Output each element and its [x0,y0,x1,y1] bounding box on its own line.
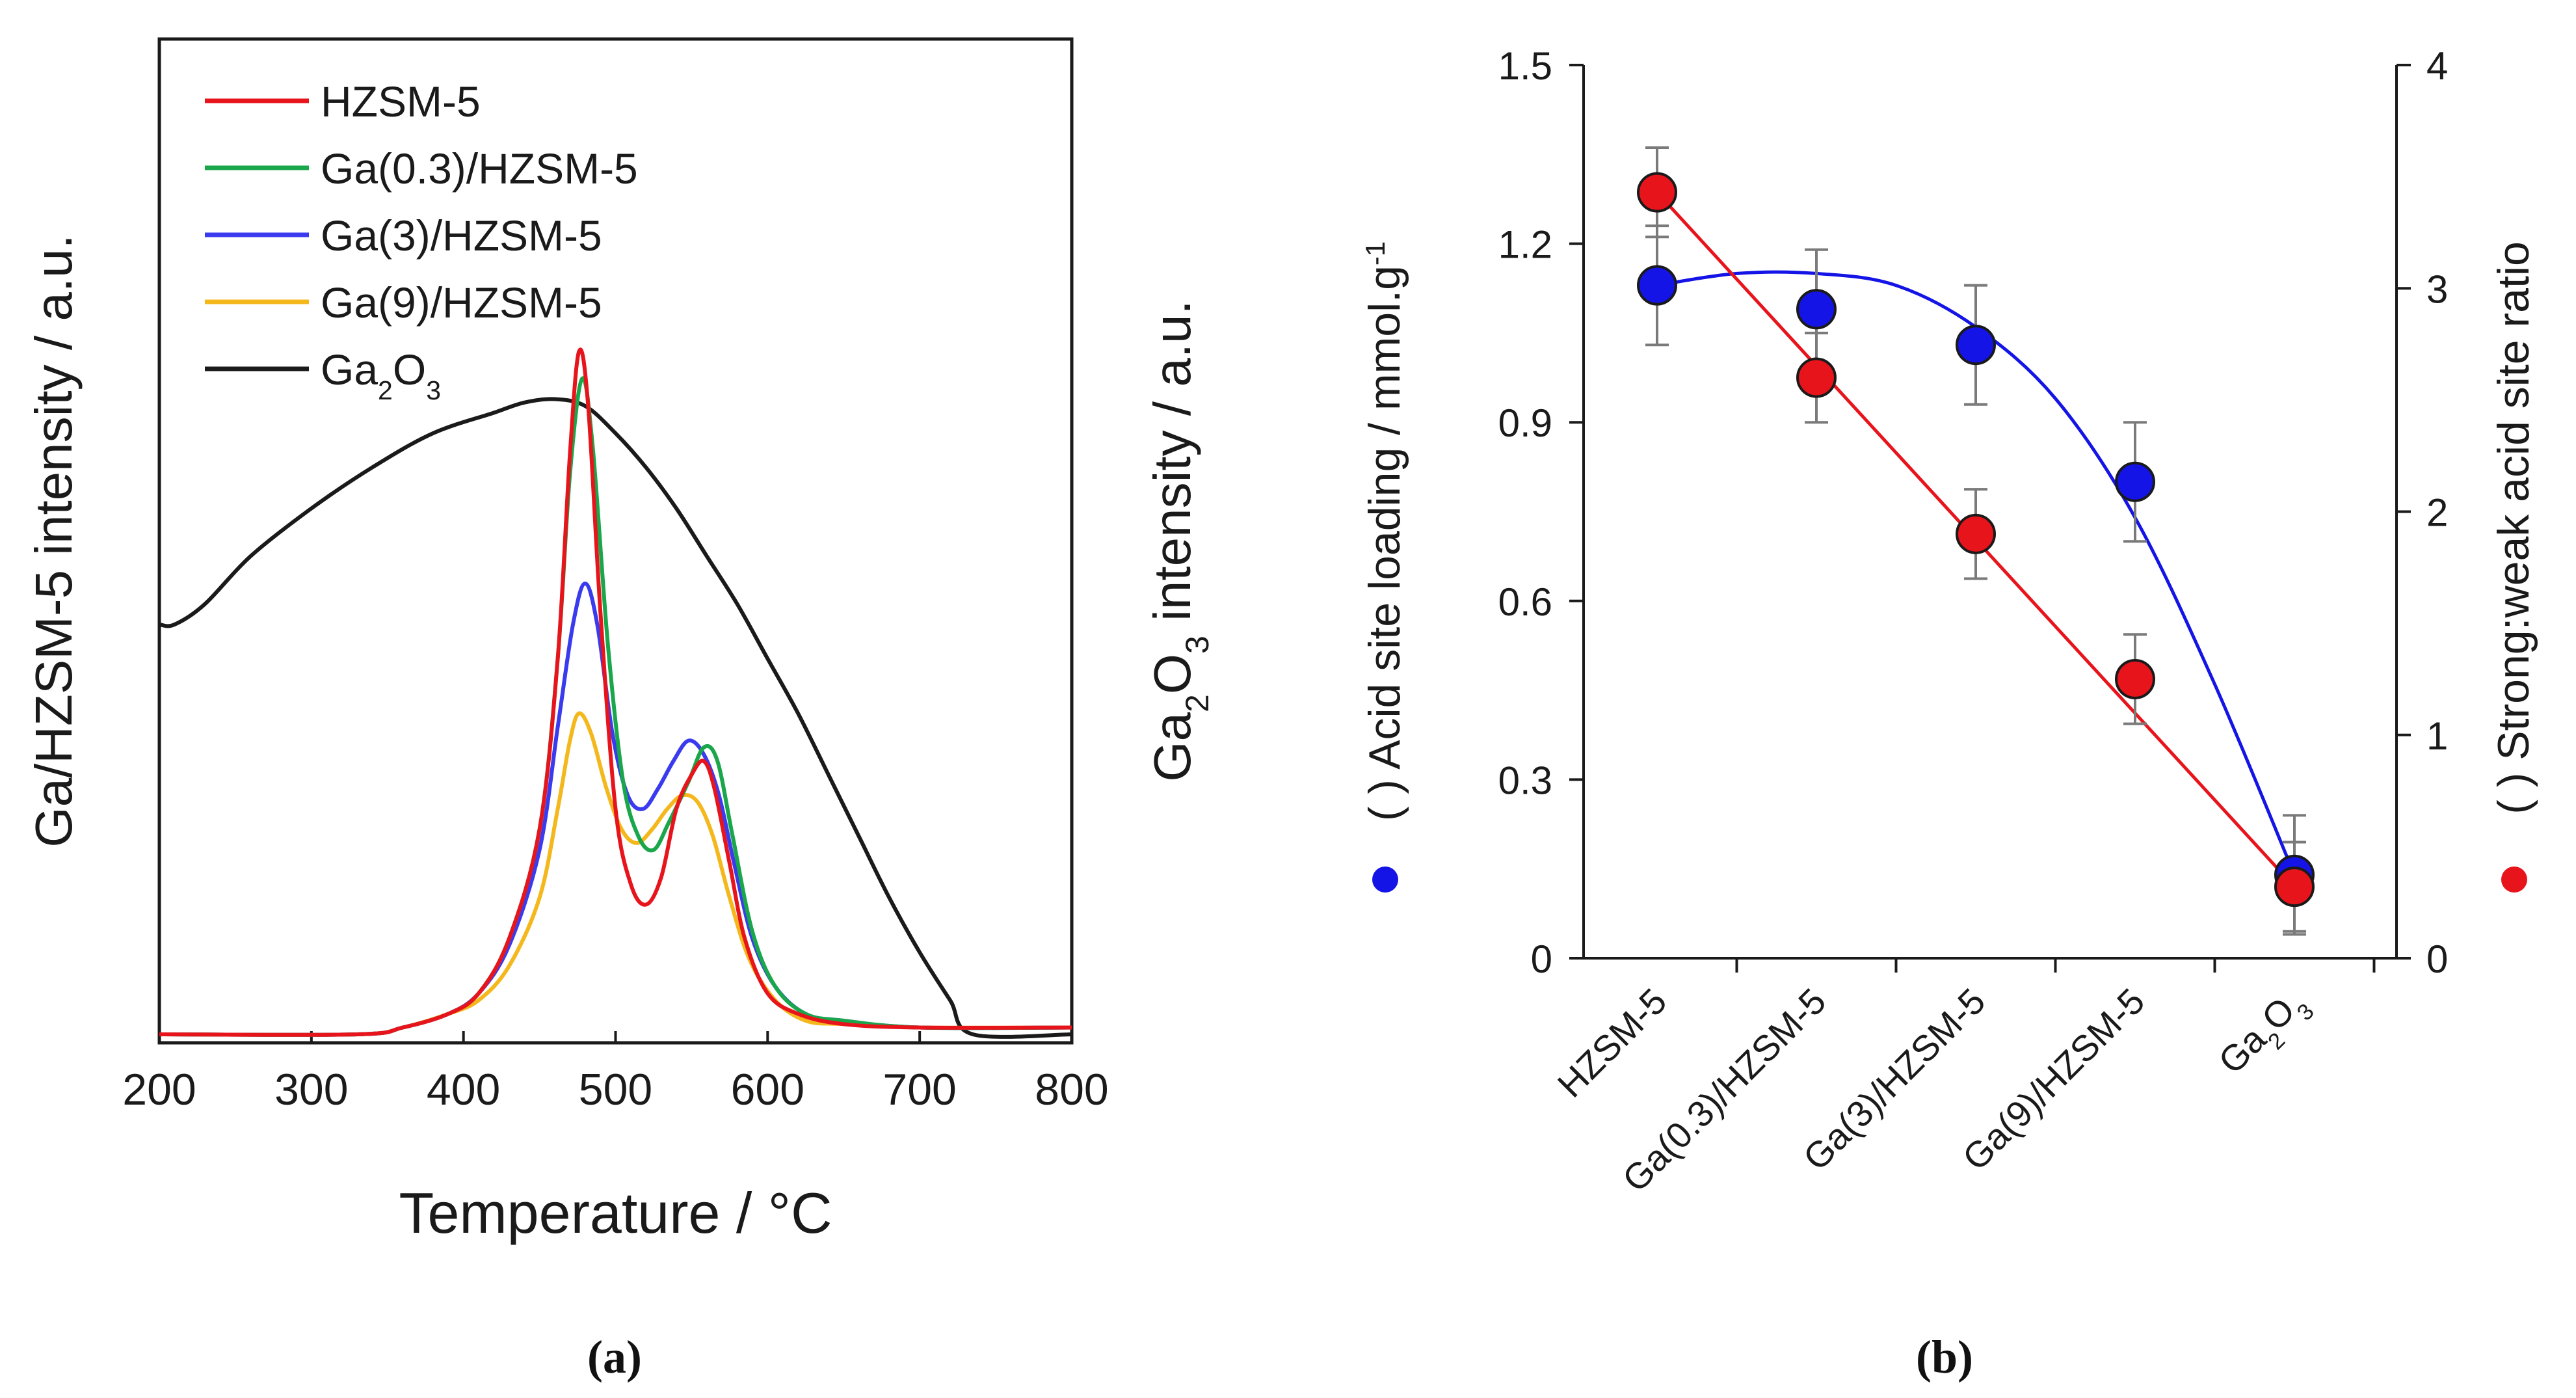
panel-label-a: (a) [587,1331,642,1383]
legend-label: HZSM-5 [321,77,481,126]
y-tick-label-right-b: 2 [2426,491,2448,535]
y-tick-label-left-b: 1.5 [1498,44,1552,88]
y-tick-label-right-b: 4 [2426,44,2448,88]
data-point-0 [1796,289,1837,330]
axis-marker-red [2501,867,2527,893]
legend-label: Ga(3)/HZSM-5 [321,211,602,260]
data-point-0 [1956,325,1996,366]
y-axis-title-right-b: ( ) Strong:weak acid site ratio [2489,241,2538,814]
data-point-1 [1796,357,1837,398]
category-label-b: Ga2O3 [2211,980,2319,1089]
category-label-b: HZSM-5 [1550,980,1675,1105]
y-axis-title-left-b: ( ) Acid site loading / mmol.g-1 [1360,241,1410,821]
y-tick-label-left-b: 0.6 [1498,580,1552,624]
x-tick-label-a: 200 [122,1065,196,1114]
data-point-1 [2274,867,2315,907]
data-point-1 [1637,172,1677,213]
y-tick-label-left-b: 0.3 [1498,759,1552,802]
x-tick-label-a: 800 [1035,1065,1108,1114]
data-point-0 [1637,265,1677,306]
legend-label: Ga2O3 [321,345,441,405]
y-tick-label-right-b: 1 [2426,714,2448,758]
x-tick-label-a: 300 [274,1065,348,1114]
series-line-3 [159,711,1072,1037]
legend-label: Ga(9)/HZSM-5 [321,278,602,327]
axis-marker-blue [1372,867,1398,893]
x-tick-label-a: 400 [427,1065,500,1114]
panel-a: 200 300 400 500 600 700 800 Temperature / °C Ga/… [25,37,1215,1383]
series-line-1 [159,376,1072,1037]
legend-label: Ga(0.3)/HZSM-5 [321,144,638,193]
fit-line-0 [1656,270,2296,876]
data-point-0 [2115,461,2155,502]
panel-label-b: (b) [1916,1331,1973,1383]
data-point-1 [1956,513,1996,554]
x-tick-label-a: 600 [731,1065,804,1114]
panel-b: 00.30.60.91.21.501234HZSM-5Ga(0.3)/HZSM-… [1360,44,2539,1383]
y-tick-label-left-b: 1.2 [1498,223,1552,267]
y-axis-title-right-a: Ga2O3 intensity / a.u. [1143,300,1215,781]
x-axis-title-a: Temperature / °C [399,1181,832,1245]
y-tick-label-right-b: 0 [2426,937,2448,981]
x-tick-label-a: 500 [579,1065,652,1114]
series-line-0 [159,347,1072,1037]
series-line-4 [159,397,1072,1039]
x-tick-label-a: 700 [883,1065,956,1114]
y-axis-title-left-a: Ga/HZSM-5 intensity / a.u. [25,234,83,848]
data-point-1 [2115,658,2155,699]
y-tick-label-left-b: 0.9 [1498,401,1552,445]
y-tick-label-right-b: 3 [2426,267,2448,311]
y-tick-label-left-b: 0 [1531,937,1552,981]
